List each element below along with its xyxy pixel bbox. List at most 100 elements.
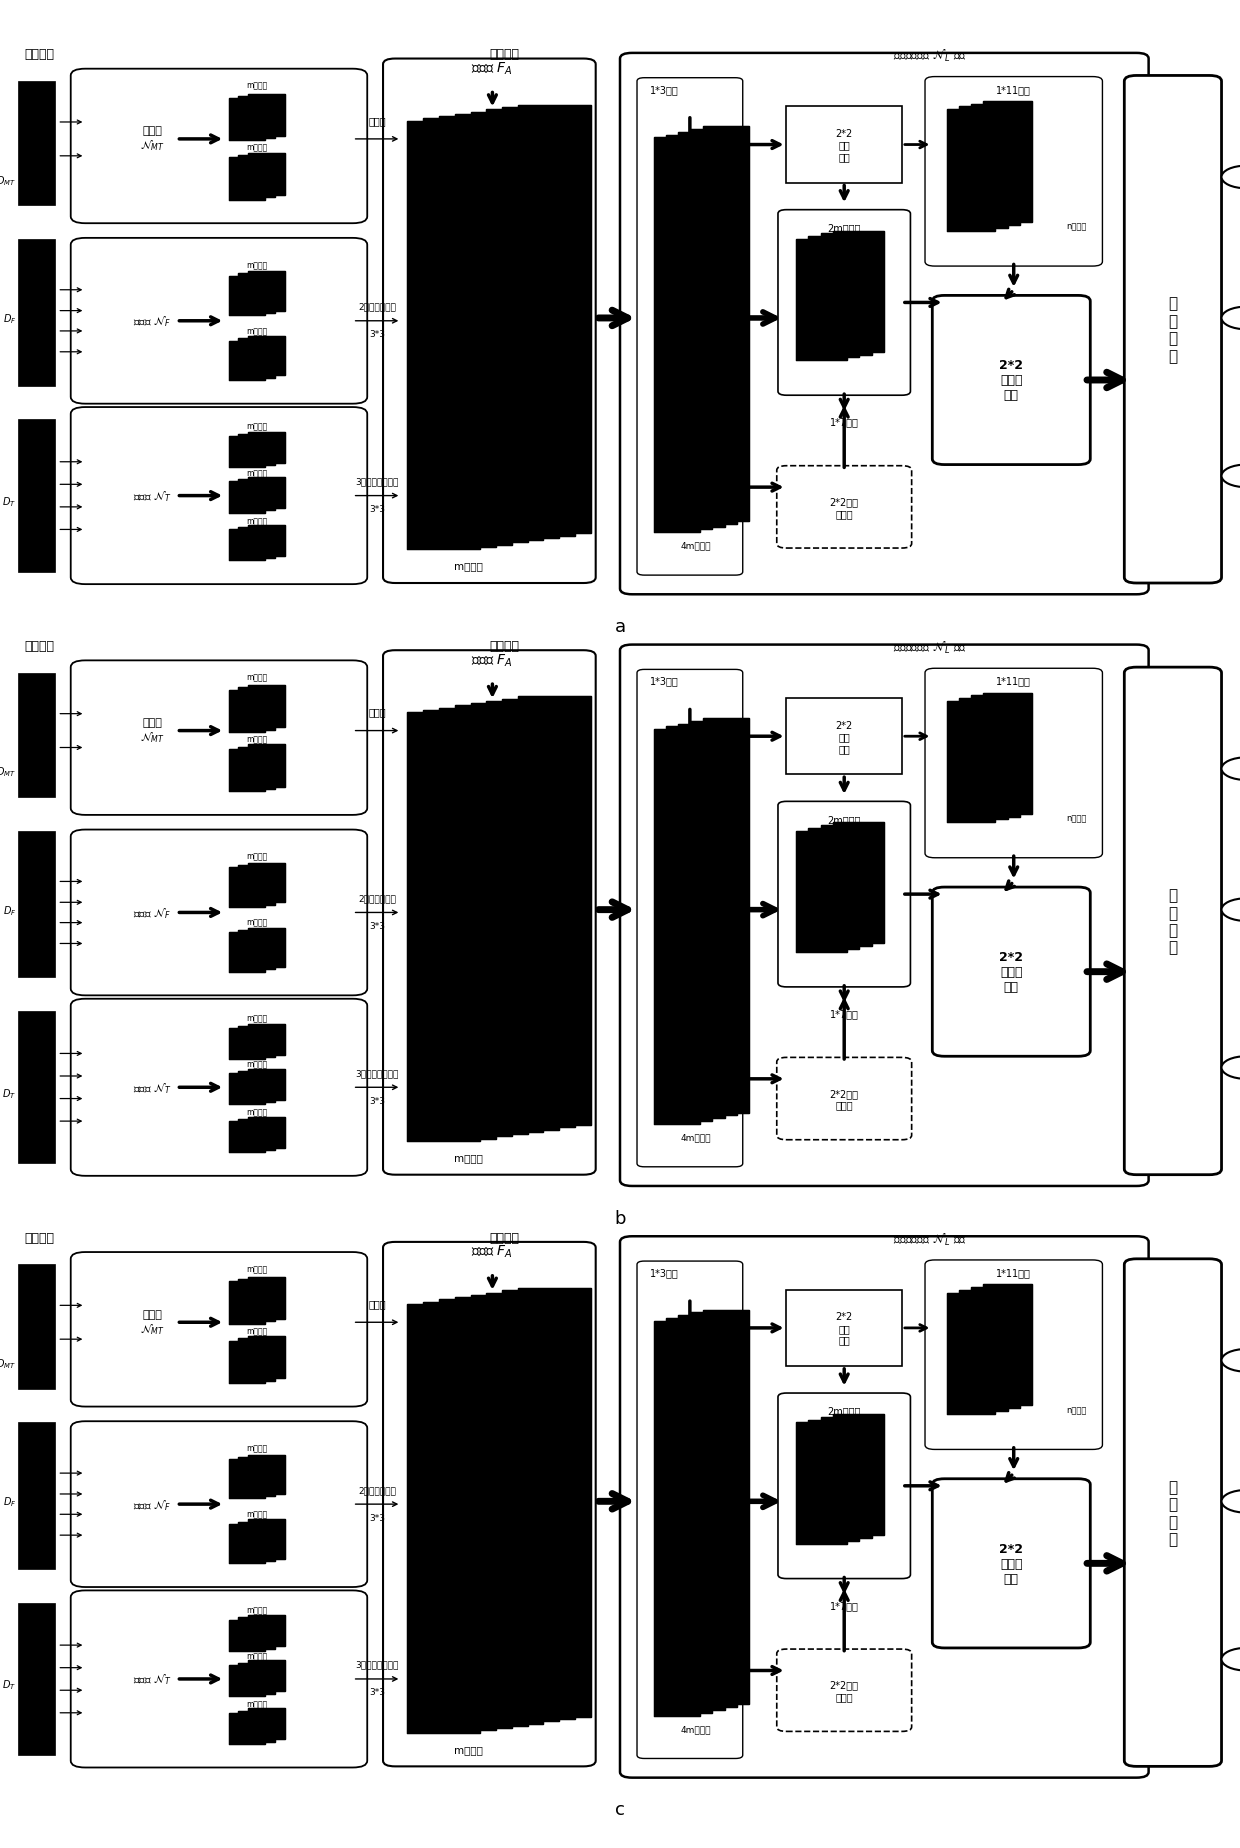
Polygon shape bbox=[808, 828, 859, 950]
Polygon shape bbox=[228, 1713, 265, 1745]
Text: 2*2平均
値池化: 2*2平均 値池化 bbox=[830, 1088, 859, 1111]
Text: 4m个通道: 4m个通道 bbox=[681, 541, 712, 551]
Text: 子网络 $\mathcal{N}_F$: 子网络 $\mathcal{N}_F$ bbox=[133, 1497, 171, 1512]
Text: 数据输入: 数据输入 bbox=[25, 1231, 55, 1244]
FancyBboxPatch shape bbox=[383, 650, 595, 1175]
Text: 2*2
均値
池化: 2*2 均値 池化 bbox=[836, 129, 853, 163]
Text: m个通道: m个通道 bbox=[246, 1015, 268, 1024]
Polygon shape bbox=[238, 1120, 275, 1149]
Polygon shape bbox=[228, 1074, 265, 1105]
Polygon shape bbox=[439, 1299, 512, 1728]
Polygon shape bbox=[678, 724, 724, 1118]
Circle shape bbox=[1221, 1349, 1240, 1371]
Circle shape bbox=[1221, 758, 1240, 780]
FancyBboxPatch shape bbox=[71, 1421, 367, 1587]
Bar bbox=[19, 240, 55, 386]
Polygon shape bbox=[470, 1295, 543, 1724]
Polygon shape bbox=[832, 231, 884, 353]
Polygon shape bbox=[796, 832, 847, 952]
Polygon shape bbox=[228, 1665, 265, 1696]
Text: 联合数据网络 $\mathcal{N}_L$ 部分: 联合数据网络 $\mathcal{N}_L$ 部分 bbox=[893, 1231, 967, 1247]
Text: 子网络
$\mathcal{N}_{MT}$: 子网络 $\mathcal{N}_{MT}$ bbox=[140, 126, 165, 153]
Text: 联合数据网络 $\mathcal{N}_L$ 部分: 联合数据网络 $\mathcal{N}_L$ 部分 bbox=[893, 639, 967, 656]
Text: 1*3卷积: 1*3卷积 bbox=[650, 676, 680, 686]
Text: 4m个通道: 4m个通道 bbox=[681, 1133, 712, 1142]
Polygon shape bbox=[228, 1122, 265, 1153]
Circle shape bbox=[1221, 166, 1240, 188]
Polygon shape bbox=[248, 1454, 285, 1495]
Text: 子网络
$\mathcal{N}_{MT}$: 子网络 $\mathcal{N}_{MT}$ bbox=[140, 717, 165, 745]
Polygon shape bbox=[666, 135, 712, 530]
Polygon shape bbox=[947, 111, 996, 231]
Circle shape bbox=[1221, 1057, 1240, 1079]
Text: n个通道: n个通道 bbox=[1066, 222, 1086, 231]
Text: 3*3: 3*3 bbox=[370, 331, 384, 338]
Polygon shape bbox=[691, 129, 737, 525]
Polygon shape bbox=[947, 702, 996, 822]
Text: 子网络 $\mathcal{N}_F$: 子网络 $\mathcal{N}_F$ bbox=[133, 314, 171, 329]
FancyBboxPatch shape bbox=[925, 1260, 1102, 1449]
Text: 3个部分数据卷积: 3个部分数据卷积 bbox=[356, 477, 398, 486]
Polygon shape bbox=[691, 721, 737, 1116]
Polygon shape bbox=[959, 1290, 1008, 1412]
Polygon shape bbox=[470, 113, 543, 541]
Polygon shape bbox=[228, 869, 265, 907]
Text: b: b bbox=[614, 1209, 626, 1227]
Bar bbox=[19, 1011, 55, 1164]
FancyBboxPatch shape bbox=[1125, 667, 1221, 1175]
Text: $D_{MT}$: $D_{MT}$ bbox=[0, 765, 16, 780]
Polygon shape bbox=[238, 338, 275, 379]
Polygon shape bbox=[248, 1708, 285, 1739]
Text: m个通道: m个通道 bbox=[246, 1652, 268, 1661]
Polygon shape bbox=[666, 1318, 712, 1713]
Bar bbox=[786, 699, 901, 774]
FancyBboxPatch shape bbox=[383, 1242, 595, 1767]
Text: 2*2
均値
池化: 2*2 均値 池化 bbox=[836, 721, 853, 754]
Polygon shape bbox=[983, 1284, 1032, 1406]
Text: 全连接: 全连接 bbox=[368, 708, 386, 717]
Polygon shape bbox=[439, 708, 512, 1137]
FancyBboxPatch shape bbox=[1125, 1258, 1221, 1767]
Polygon shape bbox=[423, 120, 496, 547]
FancyBboxPatch shape bbox=[620, 645, 1148, 1186]
Polygon shape bbox=[228, 1460, 265, 1499]
Polygon shape bbox=[248, 686, 285, 728]
Polygon shape bbox=[983, 102, 1032, 224]
Polygon shape bbox=[821, 826, 872, 946]
Polygon shape bbox=[796, 240, 847, 360]
FancyBboxPatch shape bbox=[71, 1591, 367, 1767]
Text: 2*2平均
値池化: 2*2平均 値池化 bbox=[830, 497, 859, 519]
Polygon shape bbox=[238, 1072, 275, 1103]
Text: 全
连
接
层: 全 连 接 层 bbox=[1168, 1478, 1178, 1547]
Polygon shape bbox=[238, 1711, 275, 1741]
Text: 2部分数据卷积: 2部分数据卷积 bbox=[358, 303, 396, 312]
Bar bbox=[19, 1423, 55, 1569]
Text: 子网络
$\mathcal{N}_{MT}$: 子网络 $\mathcal{N}_{MT}$ bbox=[140, 1308, 165, 1336]
Bar bbox=[19, 81, 55, 207]
Polygon shape bbox=[248, 336, 285, 377]
Polygon shape bbox=[248, 745, 285, 787]
Text: 3个部分数据卷积: 3个部分数据卷积 bbox=[356, 1068, 398, 1077]
Text: 3*3: 3*3 bbox=[370, 1514, 384, 1521]
Polygon shape bbox=[238, 747, 275, 789]
Polygon shape bbox=[248, 1519, 285, 1560]
Bar bbox=[19, 832, 55, 978]
Text: 2m个通道: 2m个通道 bbox=[827, 224, 861, 233]
Polygon shape bbox=[238, 480, 275, 512]
Polygon shape bbox=[228, 342, 265, 381]
Text: 过渡层 $F_A$: 过渡层 $F_A$ bbox=[471, 652, 513, 669]
Polygon shape bbox=[238, 1456, 275, 1497]
Text: a: a bbox=[615, 617, 625, 636]
Polygon shape bbox=[228, 1029, 265, 1059]
Bar bbox=[19, 1264, 55, 1390]
Polygon shape bbox=[486, 702, 559, 1129]
Polygon shape bbox=[486, 1294, 559, 1720]
FancyBboxPatch shape bbox=[620, 54, 1148, 595]
Polygon shape bbox=[470, 704, 543, 1133]
Polygon shape bbox=[228, 277, 265, 316]
Polygon shape bbox=[238, 434, 275, 466]
Polygon shape bbox=[502, 107, 575, 536]
Polygon shape bbox=[971, 105, 1019, 225]
FancyBboxPatch shape bbox=[383, 59, 595, 584]
Text: 3*3: 3*3 bbox=[370, 1096, 384, 1105]
